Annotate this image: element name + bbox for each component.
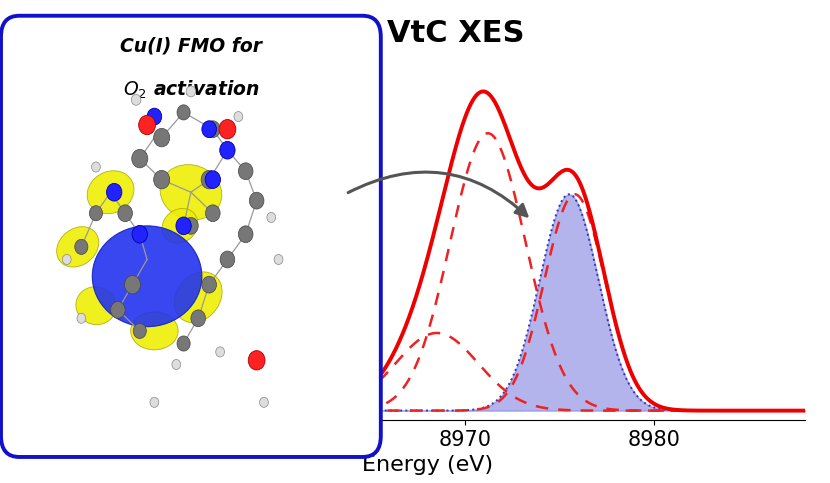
- Circle shape: [154, 170, 169, 189]
- Circle shape: [154, 128, 169, 147]
- Circle shape: [183, 217, 198, 234]
- Title: Kβ VtC XES: Kβ VtC XES: [330, 18, 525, 49]
- Text: Cu(I) FMO for: Cu(I) FMO for: [120, 37, 262, 56]
- Circle shape: [274, 255, 283, 265]
- Circle shape: [147, 108, 162, 125]
- Circle shape: [206, 121, 220, 138]
- Circle shape: [75, 239, 88, 255]
- Ellipse shape: [130, 312, 178, 350]
- Circle shape: [205, 171, 221, 188]
- Circle shape: [191, 310, 206, 327]
- Circle shape: [132, 226, 148, 243]
- Circle shape: [118, 205, 133, 222]
- Circle shape: [176, 217, 191, 235]
- Circle shape: [220, 142, 235, 159]
- Circle shape: [90, 206, 103, 221]
- Text: $\it{O_2}$ activation: $\it{O_2}$ activation: [123, 79, 259, 101]
- Circle shape: [133, 323, 146, 339]
- Circle shape: [238, 163, 253, 180]
- Circle shape: [220, 251, 235, 268]
- Circle shape: [77, 313, 85, 323]
- Ellipse shape: [76, 287, 116, 325]
- Ellipse shape: [87, 171, 134, 213]
- Circle shape: [249, 192, 264, 209]
- Circle shape: [202, 121, 217, 138]
- Circle shape: [91, 162, 100, 172]
- Circle shape: [267, 213, 276, 223]
- Circle shape: [150, 398, 159, 407]
- Circle shape: [186, 86, 196, 97]
- Circle shape: [62, 255, 71, 265]
- Ellipse shape: [162, 209, 198, 243]
- FancyBboxPatch shape: [1, 16, 381, 457]
- Ellipse shape: [56, 227, 99, 267]
- Ellipse shape: [174, 272, 222, 323]
- Circle shape: [260, 398, 268, 407]
- Circle shape: [216, 347, 224, 357]
- Circle shape: [110, 301, 125, 318]
- Circle shape: [177, 105, 190, 120]
- Circle shape: [139, 115, 155, 135]
- Circle shape: [124, 275, 140, 294]
- Circle shape: [131, 94, 141, 105]
- Circle shape: [202, 276, 217, 293]
- Circle shape: [132, 149, 148, 168]
- Circle shape: [206, 205, 220, 222]
- Ellipse shape: [160, 165, 222, 220]
- Circle shape: [219, 119, 236, 139]
- Circle shape: [106, 184, 122, 201]
- Circle shape: [238, 226, 253, 242]
- Circle shape: [248, 351, 265, 370]
- Ellipse shape: [92, 226, 202, 327]
- Circle shape: [172, 359, 181, 369]
- Circle shape: [234, 112, 242, 122]
- Circle shape: [177, 336, 190, 351]
- X-axis label: Energy (eV): Energy (eV): [362, 455, 493, 475]
- Circle shape: [201, 170, 217, 189]
